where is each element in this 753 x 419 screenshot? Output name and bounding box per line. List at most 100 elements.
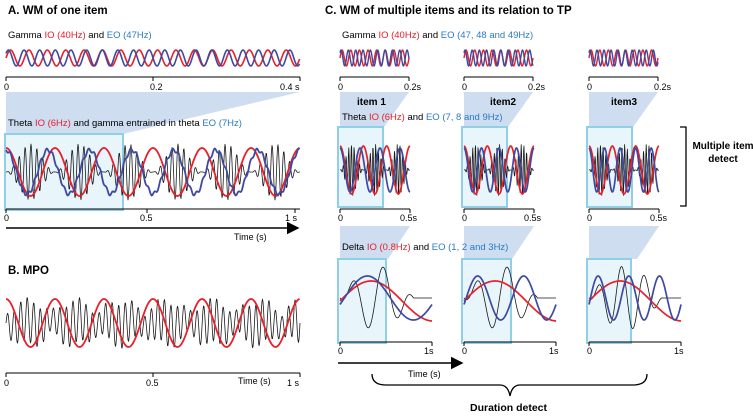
item-1-delta-eo (339, 275, 433, 321)
tick-label: 0 (587, 213, 593, 223)
io-label: IO (6Hz) (368, 112, 405, 123)
item-2-theta-carrier (463, 144, 535, 196)
eo-label: EO (47Hz) (106, 30, 152, 41)
item-2-theta-projection (464, 226, 534, 259)
tick-label: 0 (338, 346, 344, 356)
item-1-label: item 1 (357, 97, 386, 108)
connector-text: and (419, 30, 441, 41)
mpo-io-wave (5, 298, 300, 348)
panel-c-delta-label: Delta IO (0.8Hz) and EO (1, 2 and 3Hz) (342, 242, 508, 253)
item-1-gamma-eo (339, 49, 410, 67)
eo-label: EO (7, 8 and 9Hz) (425, 112, 503, 123)
delta-prefix: Delta (342, 242, 367, 253)
tick-label: 0 (587, 82, 593, 92)
tick-label: 0.5s (524, 213, 542, 223)
connector-text: and gamma entrained in theta (70, 118, 203, 129)
item-3-theta-projection (589, 226, 659, 259)
waveform-layer (5, 49, 682, 349)
item-1-delta-carrier (339, 266, 432, 329)
eo-label: EO (7Hz) (202, 118, 242, 129)
theta-prefix: Theta (342, 112, 369, 123)
io-label: IO (0.8Hz) (366, 242, 411, 253)
tick-label: 0 (4, 378, 10, 388)
tick-label: 0 (4, 82, 10, 92)
tick-label: 0.5 (140, 213, 153, 223)
panel-a-title: A. WM of one item (8, 5, 108, 17)
tick-label: 0.2s (654, 82, 672, 92)
tick-label: 1s (549, 346, 559, 356)
gamma-prefix: Gamma (8, 30, 45, 41)
mpo-carrier (5, 297, 301, 349)
tick-label: 0.5s (400, 213, 418, 223)
tick-label: 0 (4, 213, 10, 223)
item-2-theta-eo (463, 147, 535, 193)
tick-label: 0 (462, 346, 468, 356)
tick-label: 0.2 (150, 82, 163, 92)
item-3-theta-eo (588, 147, 660, 193)
projection-layer (6, 92, 659, 259)
duration-brace (371, 373, 648, 397)
multiple-item-detect-label: Multiple item detect (692, 141, 753, 165)
item-1-theta-io (339, 145, 411, 195)
panel-c-theta-label: Theta IO (6Hz) and EO (7, 8 and 9Hz) (342, 112, 503, 123)
tick-label: 0 (338, 82, 344, 92)
item-1-theta-eo (339, 147, 411, 193)
gamma-eo-wave (5, 49, 301, 67)
panel-a-gamma-label: Gamma IO (40Hz) and EO (47Hz) (8, 30, 152, 41)
tick-label: 1 s (287, 378, 300, 388)
panel-b-title: B. MPO (8, 265, 49, 277)
item-1-delta-window (337, 258, 387, 344)
item-1-delta-io (339, 280, 433, 322)
item-2-label: item2 (490, 97, 517, 108)
item-3-gamma-eo (588, 49, 659, 67)
window-box-layer (4, 126, 633, 344)
item-3-delta-window (586, 258, 632, 344)
panel-a-theta-label: Theta IO (6Hz) and gamma entrained in th… (8, 118, 242, 129)
theta-eo-wave (5, 147, 301, 197)
io-label: IO (40Hz) (378, 30, 420, 41)
tick-label: 0.5 (146, 378, 159, 388)
tick-label: 1s (674, 346, 684, 356)
panel-c-gamma-label: Gamma IO (40Hz) and EO (47, 48 and 49Hz) (342, 30, 533, 41)
tick-label: 0 (587, 346, 593, 356)
item-2-theta-io (463, 145, 535, 195)
item-3-label: item3 (611, 97, 638, 108)
item-1-gamma-projection (340, 92, 409, 127)
gamma-prefix: Gamma (342, 30, 379, 41)
item-2-delta-carrier (463, 266, 556, 329)
item-3-delta-eo (588, 275, 682, 321)
io-label: IO (40Hz) (44, 30, 86, 41)
eo-label: EO (1, 2 and 3Hz) (431, 242, 509, 253)
theta-prefix: Theta (8, 118, 35, 129)
item-1-gamma-io (339, 49, 410, 67)
theta-io-wave (5, 147, 300, 197)
item-1-theta-projection (340, 226, 410, 259)
time-axis-label: Time (s) (234, 232, 267, 242)
item-3-delta-carrier (588, 266, 681, 329)
tick-label: 1 s (285, 213, 298, 223)
item-2-gamma-eo (463, 49, 534, 67)
tick-label: 0 (462, 213, 468, 223)
item-2-delta-window (461, 258, 512, 344)
axis-layer (5, 76, 687, 397)
item-3-delta-io (588, 280, 682, 322)
item-2-gamma-projection (464, 92, 533, 127)
tick-label: 0.5s (650, 213, 668, 223)
tick-label: 0.4 s (280, 82, 300, 92)
tick-label: 0.2s (528, 82, 546, 92)
tick-label: 1s (424, 346, 434, 356)
item-3-gamma-projection (589, 92, 658, 127)
tick-label: 0 (338, 213, 344, 223)
multiple-item-bracket (680, 126, 687, 207)
gamma-in-theta-carrier (5, 143, 301, 201)
tick-label: 0.2s (404, 82, 422, 92)
time-axis-label: Time (s) (238, 376, 271, 386)
connector-text: and (410, 242, 432, 253)
item-2-delta-eo (463, 275, 557, 321)
io-label: IO (6Hz) (34, 118, 71, 129)
eo-label: EO (47, 48 and 49Hz) (440, 30, 534, 41)
tick-label: 0 (462, 82, 468, 92)
connector-text: and (85, 30, 107, 41)
item-3-theta-io (588, 145, 660, 195)
